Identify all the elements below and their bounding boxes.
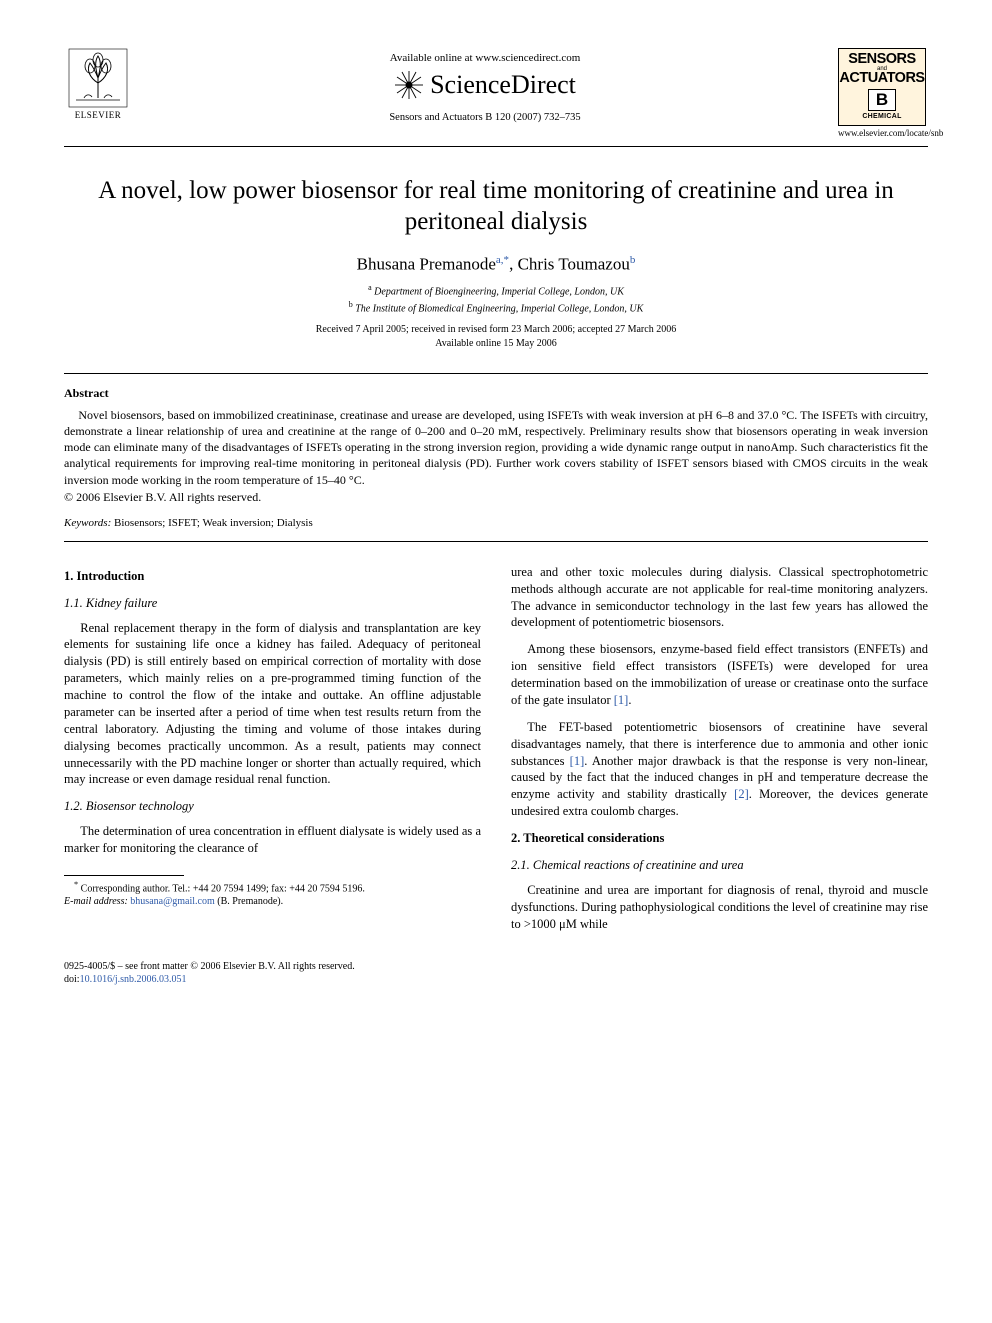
sciencedirect-text: ScienceDirect [430, 70, 576, 100]
para-r2a: Among these biosensors, enzyme-based fie… [511, 642, 928, 707]
section-1-2-heading: 1.2. Biosensor technology [64, 798, 481, 815]
affiliations: a Department of Bioengineering, Imperial… [64, 282, 928, 317]
footnote-separator [64, 875, 184, 876]
affil-a-text: Department of Bioengineering, Imperial C… [374, 286, 624, 297]
body-columns: 1. Introduction 1.1. Kidney failure Rena… [64, 564, 928, 943]
section-1-1-heading: 1.1. Kidney failure [64, 595, 481, 612]
keywords-text: Biosensors; ISFET; Weak inversion; Dialy… [114, 517, 313, 529]
ref-1b[interactable]: [1] [570, 754, 585, 768]
para-r2: Among these biosensors, enzyme-based fie… [511, 641, 928, 709]
para-r3: The FET-based potentiometric biosensors … [511, 719, 928, 820]
footnote-line1: Corresponding author. Tel.: +44 20 7594 … [81, 883, 365, 894]
para-2-1: Creatinine and urea are important for di… [511, 882, 928, 933]
para-1-1: Renal replacement therapy in the form of… [64, 620, 481, 789]
affil-b-text: The Institute of Biomedical Engineering,… [355, 304, 643, 315]
column-left: 1. Introduction 1.1. Kidney failure Rena… [64, 564, 481, 943]
dates-received: Received 7 April 2005; received in revis… [64, 323, 928, 337]
page-footer: 0925-4005/$ – see front matter © 2006 El… [64, 960, 928, 986]
journal-box-chemical: CHEMICAL [862, 113, 901, 120]
affil-a-sup: a [368, 283, 372, 292]
elsevier-label: ELSEVIER [75, 110, 122, 120]
keywords-line: Keywords: Biosensors; ISFET; Weak invers… [64, 517, 928, 529]
affiliation-b: b The Institute of Biomedical Engineerin… [64, 299, 928, 316]
journal-box-sensors: SENSORS [848, 52, 915, 67]
para-1-2: The determination of urea concentration … [64, 823, 481, 857]
corresponding-author-footnote: * Corresponding author. Tel.: +44 20 759… [64, 880, 481, 908]
available-online-text: Available online at www.sciencedirect.co… [132, 52, 838, 64]
keywords-label: Keywords: [64, 517, 111, 529]
footnote-email[interactable]: bhusana@gmail.com [130, 896, 214, 907]
sciencedirect-burst-icon [394, 70, 424, 100]
footer-doi-line: doi:10.1016/j.snb.2006.03.051 [64, 973, 928, 986]
abstract-heading: Abstract [64, 386, 928, 401]
section-2-heading: 2. Theoretical considerations [511, 830, 928, 847]
para-r2b: . [628, 693, 631, 707]
footer-doi-prefix: doi: [64, 974, 80, 985]
column-right: urea and other toxic molecules during di… [511, 564, 928, 943]
footer-copyright: 0925-4005/$ – see front matter © 2006 El… [64, 960, 928, 973]
journal-box-actuators: ACTUATORS [839, 71, 924, 86]
paper-dates: Received 7 April 2005; received in revis… [64, 323, 928, 351]
dates-online: Available online 15 May 2006 [64, 337, 928, 351]
abstract-copyright: © 2006 Elsevier B.V. All rights reserved… [64, 490, 928, 505]
affil-b-sup: b [349, 300, 353, 309]
journal-url: www.elsevier.com/locate/snb [838, 128, 928, 138]
footnote-email-tail: (B. Premanode). [217, 896, 283, 907]
elsevier-logo: ELSEVIER [64, 48, 132, 128]
author-2-sup: b [630, 254, 636, 266]
ref-1a[interactable]: [1] [614, 693, 629, 707]
author-1-sup: a,* [496, 254, 509, 266]
abstract-body: Novel biosensors, based on immobilized c… [64, 407, 928, 488]
journal-box-letter: B [868, 89, 896, 111]
affiliation-a: a Department of Bioengineering, Imperial… [64, 282, 928, 299]
journal-cover: SENSORS and ACTUATORS B CHEMICAL www.els… [838, 48, 928, 138]
header-rule [64, 146, 928, 147]
journal-box-icon: SENSORS and ACTUATORS B CHEMICAL [838, 48, 926, 126]
abstract-rule-top [64, 373, 928, 374]
para-r1: urea and other toxic molecules during di… [511, 564, 928, 632]
author-1: Bhusana Premanode [357, 254, 496, 273]
page-header: ELSEVIER Available online at www.science… [64, 48, 928, 138]
abstract-rule-bottom [64, 541, 928, 542]
author-2: , Chris Toumazou [509, 254, 630, 273]
section-1-heading: 1. Introduction [64, 568, 481, 585]
footer-doi[interactable]: 10.1016/j.snb.2006.03.051 [80, 974, 187, 985]
elsevier-tree-icon [68, 48, 128, 108]
header-center: Available online at www.sciencedirect.co… [132, 48, 838, 123]
paper-title: A novel, low power biosensor for real ti… [64, 175, 928, 238]
sciencedirect-logo: ScienceDirect [132, 70, 838, 100]
footnote-email-label: E-mail address: [64, 896, 128, 907]
journal-reference: Sensors and Actuators B 120 (2007) 732–7… [132, 112, 838, 123]
ref-2[interactable]: [2] [734, 787, 749, 801]
section-2-1-heading: 2.1. Chemical reactions of creatinine an… [511, 857, 928, 874]
authors: Bhusana Premanodea,*, Chris Toumazoub [64, 254, 928, 275]
